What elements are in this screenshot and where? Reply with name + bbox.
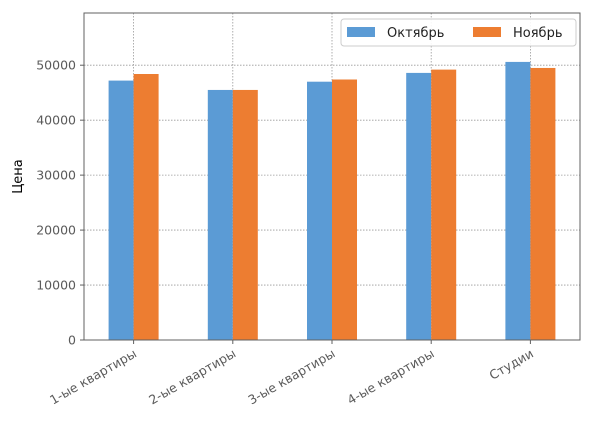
bar xyxy=(108,80,134,340)
bar xyxy=(207,89,233,340)
y-tick-label: 0 xyxy=(68,333,76,348)
bar xyxy=(232,89,258,340)
legend-box xyxy=(340,18,577,47)
y-tick-label: 40000 xyxy=(36,113,76,128)
legend-swatch xyxy=(473,27,501,37)
legend-swatch xyxy=(347,27,375,37)
x-tick-label: 2-ые квартиры xyxy=(146,346,238,408)
bar xyxy=(133,74,159,341)
bar xyxy=(332,79,357,341)
y-axis: 0 10000 20000 30000 40000 50000 xyxy=(36,58,84,348)
y-tick-label: 30000 xyxy=(36,168,76,183)
bar xyxy=(406,72,432,340)
bar xyxy=(530,67,556,341)
bar xyxy=(307,81,332,340)
x-tick-label: Студии xyxy=(487,346,536,383)
legend-label: Ноябрь xyxy=(513,26,562,41)
x-axis: 1-ые квартиры 2-ые квартиры 3-ые квартиры 4… xyxy=(47,340,536,407)
legend-label: Октябрь xyxy=(387,26,444,41)
bar xyxy=(505,61,531,341)
legend: Октябрь Ноябрь xyxy=(340,18,577,47)
x-tick-label: 4-ые квартиры xyxy=(345,346,437,408)
y-tick-label: 10000 xyxy=(36,278,76,293)
x-tick-label: 1-ые квартиры xyxy=(47,346,139,408)
bar xyxy=(431,69,457,340)
x-tick-label: 3-ые квартиры xyxy=(245,346,337,408)
y-tick-label: 50000 xyxy=(36,58,76,73)
bars xyxy=(108,61,556,341)
y-axis-label: Цена xyxy=(11,159,26,194)
y-tick-label: 20000 xyxy=(36,223,76,238)
